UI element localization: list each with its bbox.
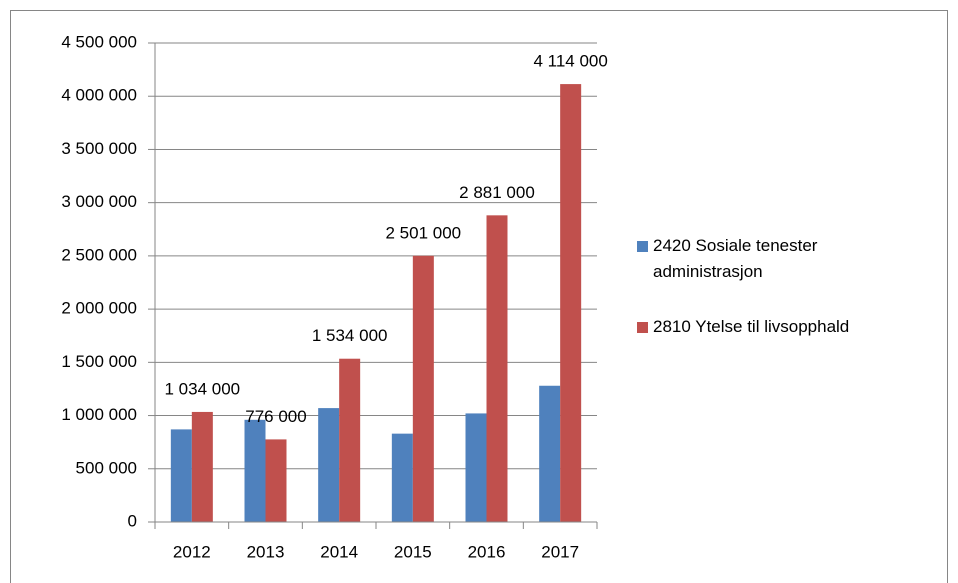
x-tick-label: 2012 (173, 542, 211, 561)
data-label: 776 000 (245, 407, 306, 426)
legend-item: 2420 Sosiale tenester administrasjon (637, 233, 927, 285)
bar (560, 84, 582, 522)
legend-item: 2810 Ytelse til livsopphald (637, 314, 927, 340)
bar (339, 358, 361, 522)
legend-swatch (637, 241, 648, 252)
legend-swatch (637, 322, 648, 333)
y-tick-label: 3 500 000 (61, 139, 137, 158)
legend-label: 2420 Sosiale tenester administrasjon (653, 236, 818, 281)
chart-border (10, 10, 948, 583)
x-tick-label: 2017 (541, 542, 579, 561)
y-tick-label: 1 000 000 (61, 405, 137, 424)
y-tick-label: 1 500 000 (61, 352, 137, 371)
bar (465, 413, 487, 522)
bar (539, 385, 561, 522)
bar (486, 215, 508, 522)
y-tick-label: 2 500 000 (61, 245, 137, 264)
y-tick-label: 2 000 000 (61, 299, 137, 318)
x-tick-label: 2014 (320, 542, 358, 561)
bar (318, 408, 340, 522)
bar (244, 419, 266, 522)
y-tick-label: 4 000 000 (61, 86, 137, 105)
legend-label: 2810 Ytelse til livsopphald (653, 317, 850, 336)
x-tick-label: 2013 (247, 542, 285, 561)
data-label: 2 501 000 (386, 223, 462, 242)
bar (391, 433, 413, 522)
data-label: 4 114 000 (533, 52, 607, 71)
bar (412, 255, 434, 522)
x-tick-label: 2016 (468, 542, 506, 561)
bar (191, 411, 213, 522)
x-tick-label: 2015 (394, 542, 432, 561)
data-label: 2 881 000 (459, 183, 535, 202)
bar (265, 439, 287, 522)
y-tick-label: 4 500 000 (61, 32, 137, 51)
y-tick-label: 0 (128, 511, 137, 530)
data-label: 1 034 000 (165, 379, 241, 398)
y-tick-label: 3 000 000 (61, 192, 137, 211)
y-tick-label: 500 000 (76, 458, 137, 477)
bar (170, 429, 192, 522)
data-label: 1 534 000 (312, 326, 388, 345)
